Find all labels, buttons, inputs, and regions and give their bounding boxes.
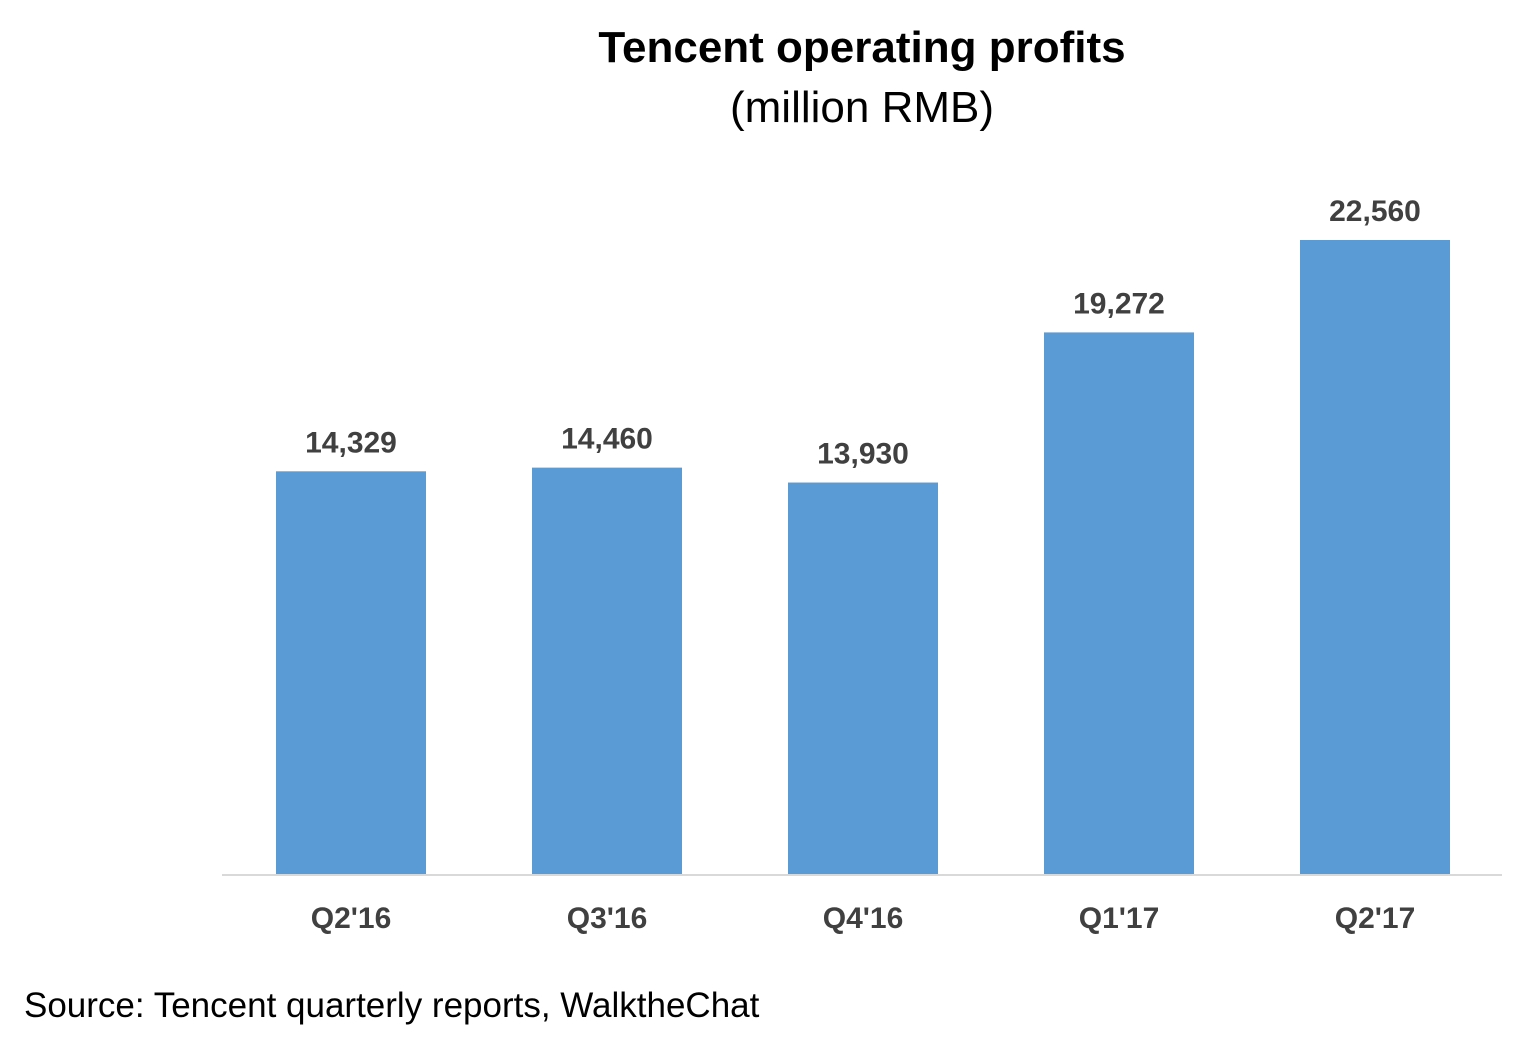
bar-4 <box>1300 240 1450 874</box>
category-label-0: Q2'16 <box>311 902 392 935</box>
chart-title: Tencent operating profits <box>598 23 1126 72</box>
category-labels-layer: Q2'16 Q3'16 Q4'16 Q1'17 Q2'17 <box>311 902 1416 935</box>
value-label-0: 14,329 <box>305 426 397 459</box>
value-label-2: 13,930 <box>817 438 909 471</box>
bar-2 <box>788 482 938 874</box>
source-note: Source: Tencent quarterly reports, Walkt… <box>24 986 760 1025</box>
bar-0 <box>276 471 426 874</box>
value-label-1: 14,460 <box>561 423 653 456</box>
category-label-4: Q2'17 <box>1335 902 1416 935</box>
value-label-3: 19,272 <box>1073 287 1165 320</box>
value-labels-layer: 14,329 14,460 13,930 19,272 22,560 <box>305 195 1421 471</box>
bars-layer <box>276 240 1450 875</box>
bar-3 <box>1044 332 1194 875</box>
bar-1 <box>532 467 682 874</box>
category-label-2: Q4'16 <box>823 902 904 935</box>
chart-subtitle: (million RMB) <box>730 83 994 132</box>
category-label-3: Q1'17 <box>1079 902 1160 935</box>
value-label-4: 22,560 <box>1329 195 1421 228</box>
category-label-1: Q3'16 <box>567 902 648 935</box>
